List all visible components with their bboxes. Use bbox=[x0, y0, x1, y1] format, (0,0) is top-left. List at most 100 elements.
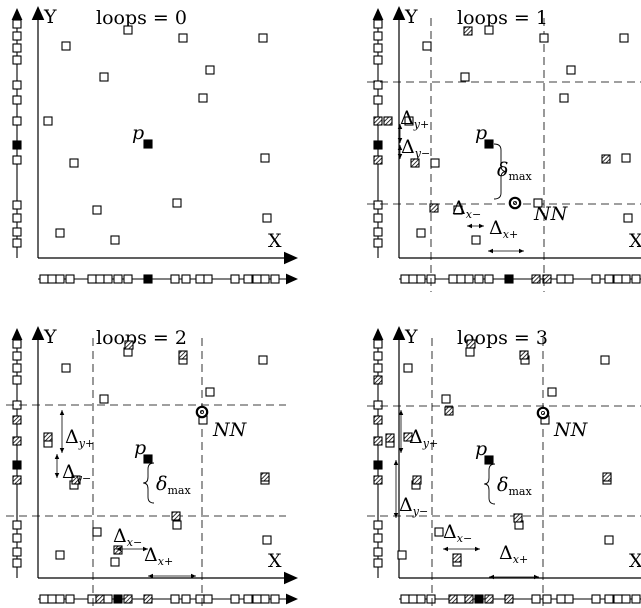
x-axis-label: X bbox=[629, 550, 641, 572]
y-projection-point bbox=[12, 363, 22, 373]
y-projection-point bbox=[373, 43, 383, 53]
data-point bbox=[621, 153, 631, 163]
x-projection-point bbox=[47, 594, 57, 604]
y-projection-point bbox=[12, 436, 22, 446]
x-projection-point bbox=[631, 274, 641, 284]
y-projection-point bbox=[12, 213, 22, 223]
data-point bbox=[92, 527, 102, 537]
visited-point-marker bbox=[513, 513, 523, 523]
y-projection-point bbox=[12, 227, 22, 237]
data-point bbox=[43, 116, 53, 126]
x-axis-label: X bbox=[268, 550, 282, 572]
data-point bbox=[484, 25, 494, 35]
x-projection-point bbox=[484, 594, 494, 604]
x-projection-point bbox=[613, 594, 623, 604]
y-projection-point bbox=[12, 375, 22, 385]
data-point bbox=[416, 228, 426, 238]
y-projection-point bbox=[373, 339, 383, 349]
y-projection-point bbox=[12, 415, 22, 425]
x-projection-point bbox=[408, 274, 418, 284]
x-projection-point bbox=[170, 274, 180, 284]
x-projection-point bbox=[416, 274, 426, 284]
query-point-marker bbox=[143, 454, 153, 464]
y-projection-point bbox=[12, 558, 22, 568]
x-projection-point bbox=[591, 274, 601, 284]
data-point bbox=[539, 33, 549, 43]
y-projection-point bbox=[12, 238, 22, 248]
y-projection-point bbox=[373, 31, 383, 41]
visited-point-marker bbox=[463, 26, 473, 36]
delta-y-arrow bbox=[398, 410, 404, 453]
x-projection-point bbox=[87, 274, 97, 284]
y-projection-point bbox=[373, 460, 383, 470]
panel-title: loops = 1 bbox=[457, 7, 548, 29]
data-point bbox=[403, 363, 413, 373]
x-projection-point bbox=[621, 274, 631, 284]
query-point-marker bbox=[143, 139, 153, 149]
x-projection-point bbox=[113, 594, 123, 604]
x-projection-point bbox=[542, 594, 552, 604]
x-projection-point bbox=[143, 274, 153, 284]
nn-marker bbox=[536, 406, 550, 420]
data-point bbox=[61, 41, 71, 51]
data-point bbox=[178, 33, 188, 43]
x-projection-point bbox=[591, 594, 601, 604]
x-axis-label: X bbox=[268, 230, 282, 252]
y-projection-point bbox=[373, 363, 383, 373]
data-point bbox=[471, 235, 481, 245]
x-projection-point bbox=[504, 594, 514, 604]
y-projection-point bbox=[373, 238, 383, 248]
y-projection-point bbox=[12, 80, 22, 90]
x-projection-point bbox=[604, 274, 614, 284]
visited-point-marker bbox=[43, 432, 53, 442]
y-projection-point bbox=[373, 558, 383, 568]
x-projection-point bbox=[39, 274, 49, 284]
y-projection-point bbox=[373, 351, 383, 361]
delta-y-minus-label: Δy− bbox=[62, 461, 91, 485]
y-projection-point bbox=[12, 95, 22, 105]
x-projection-point bbox=[604, 594, 614, 604]
delta-max-brace bbox=[493, 143, 507, 200]
x-projection-point bbox=[270, 594, 280, 604]
x-projection-point bbox=[474, 594, 484, 604]
visited-point-marker bbox=[412, 475, 422, 485]
delta-max-label: δmax bbox=[156, 473, 191, 497]
visited-point-marker bbox=[444, 406, 454, 416]
x-projection-point bbox=[203, 594, 213, 604]
y-projection-point bbox=[373, 95, 383, 105]
x-projection-point bbox=[203, 274, 213, 284]
y-projection-point bbox=[373, 80, 383, 90]
x-axis-label: X bbox=[629, 230, 641, 252]
y-projection-point bbox=[12, 460, 22, 470]
x-projection-point bbox=[542, 274, 552, 284]
visited-point-marker bbox=[178, 350, 188, 360]
y-projection-point bbox=[12, 520, 22, 530]
y-projection-point bbox=[373, 375, 383, 385]
data-point bbox=[262, 535, 272, 545]
visited-point-marker bbox=[260, 472, 270, 482]
data-point bbox=[453, 205, 463, 215]
y-projection-point bbox=[12, 200, 22, 210]
y-projection-point bbox=[12, 475, 22, 485]
x-projection-point bbox=[195, 594, 205, 604]
y-projection-point bbox=[373, 227, 383, 237]
visited-point-marker bbox=[519, 350, 529, 360]
data-point bbox=[110, 235, 120, 245]
query-point-label: p bbox=[475, 438, 487, 460]
x-projection-point bbox=[621, 594, 631, 604]
nn-marker bbox=[195, 405, 209, 419]
delta-x-arrow bbox=[489, 574, 539, 580]
data-point bbox=[533, 198, 543, 208]
x-projection-point bbox=[123, 594, 133, 604]
x-projection-point bbox=[448, 594, 458, 604]
x-projection-point bbox=[531, 594, 541, 604]
data-point bbox=[205, 387, 215, 397]
x-projection-point bbox=[230, 274, 240, 284]
y-projection-point bbox=[12, 351, 22, 361]
delta-max-label: δmax bbox=[497, 159, 532, 183]
y-projection-point bbox=[373, 116, 383, 126]
x-projection-point bbox=[400, 594, 410, 604]
data-point bbox=[404, 116, 414, 126]
